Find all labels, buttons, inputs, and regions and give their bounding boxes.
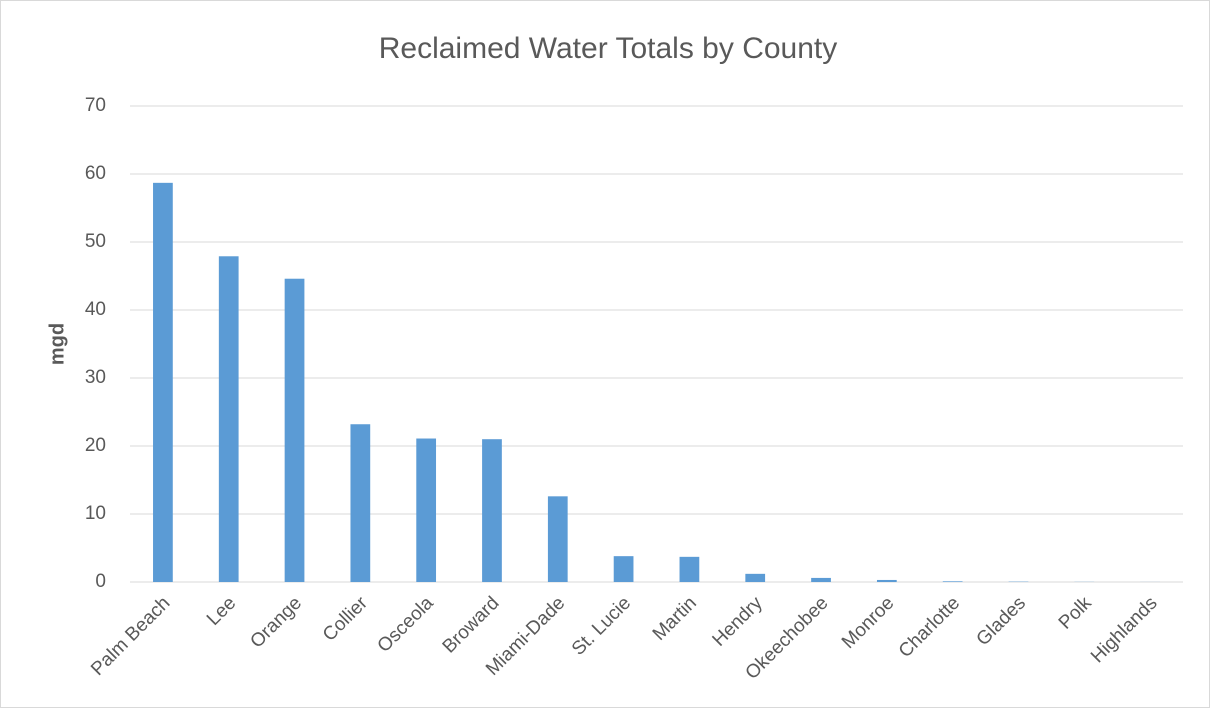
bar	[876, 579, 897, 582]
bar	[482, 439, 502, 582]
bar	[218, 256, 239, 582]
bar	[745, 573, 766, 582]
bar	[811, 577, 831, 582]
y-tick-label: 40	[85, 299, 106, 320]
bar	[416, 438, 437, 582]
bar	[942, 581, 963, 582]
y-tick-label: 0	[95, 571, 106, 592]
y-tick-label: 60	[85, 163, 106, 184]
bar	[679, 556, 700, 582]
y-tick-label: 30	[85, 367, 106, 388]
chart-title: Reclaimed Water Totals by County	[379, 32, 838, 65]
bar	[153, 182, 173, 582]
y-tick-label: 50	[85, 231, 106, 252]
y-tick-label: 20	[85, 435, 106, 456]
y-tick-label: 10	[85, 503, 106, 524]
bar	[350, 424, 371, 582]
bar	[613, 556, 634, 582]
y-tick-label: 70	[85, 95, 106, 116]
y-axis-label: mgd	[46, 323, 68, 365]
bar	[547, 496, 568, 582]
bar	[284, 278, 305, 582]
